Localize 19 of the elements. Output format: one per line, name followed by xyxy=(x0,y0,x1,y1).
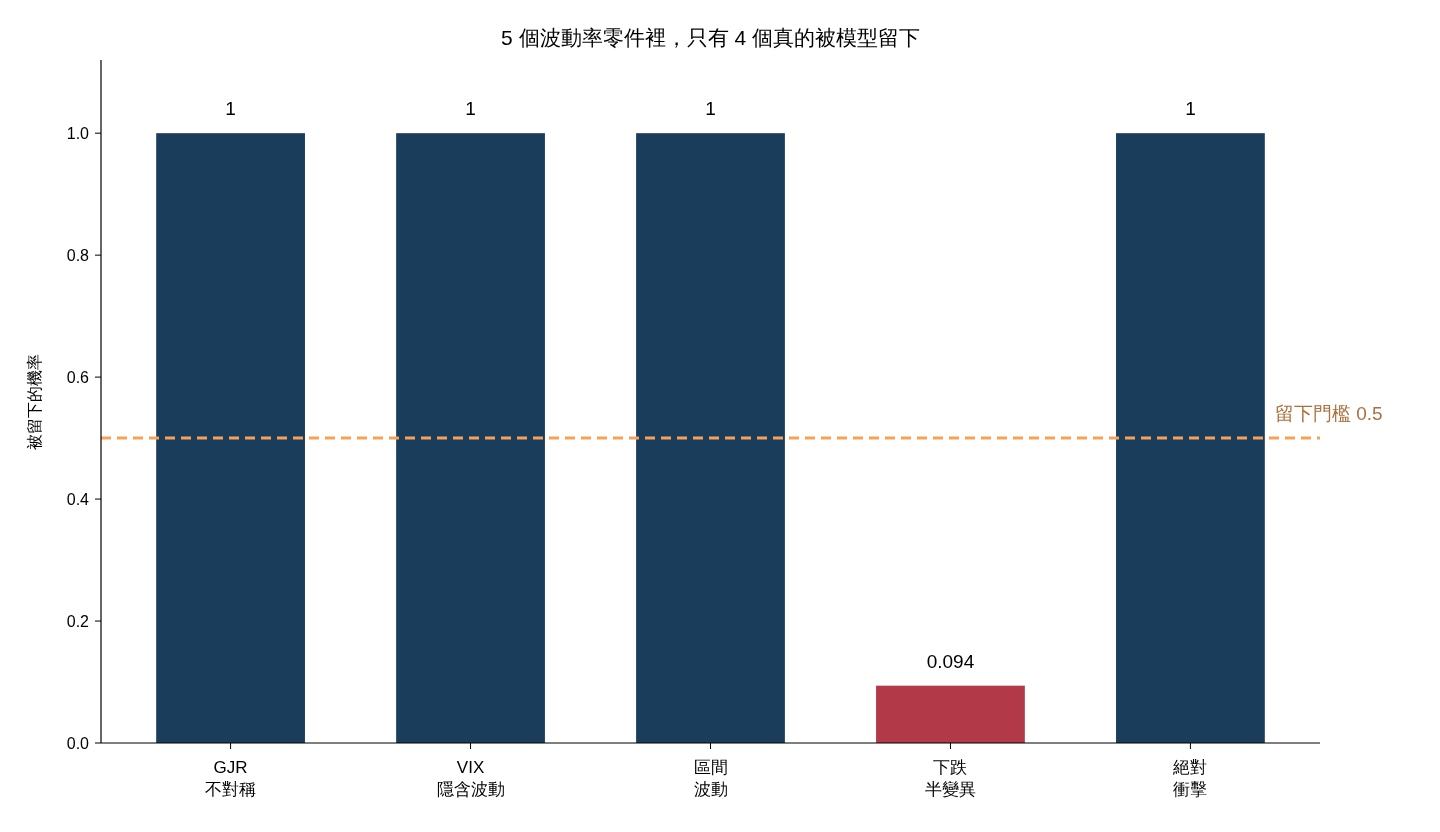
y-axis-title: 被留下的機率 xyxy=(26,353,43,450)
data-label: 1 xyxy=(1185,98,1196,120)
x-tick-label: 絕對衝擊 xyxy=(1172,758,1208,799)
y-tick-label: 0.6 xyxy=(66,369,90,387)
ref-line-label: 留下門檻 0.5 xyxy=(1275,403,1383,425)
x-tick-label: 下跌半變異 xyxy=(924,758,976,799)
data-label: 0.094 xyxy=(926,650,975,672)
chart-title: 5 個波動率零件裡，只有 4 個真的被模型留下 xyxy=(501,26,920,49)
y-tick-label: 1.0 xyxy=(66,125,90,143)
x-tick-label: VIX 隱含波動 xyxy=(436,758,505,799)
y-tick-label: 0.4 xyxy=(66,491,90,509)
y-tick-label: 0.8 xyxy=(66,247,90,265)
x-tick-label: GJR 不對稱 xyxy=(205,758,257,799)
y-tick-label: 0.0 xyxy=(66,735,90,752)
x-tick-label: 區間波動 xyxy=(693,758,728,799)
data-label: 1 xyxy=(705,98,716,120)
data-label: 1 xyxy=(465,98,476,120)
y-tick-label: 0.2 xyxy=(66,613,90,631)
data-label: 1 xyxy=(225,98,236,120)
